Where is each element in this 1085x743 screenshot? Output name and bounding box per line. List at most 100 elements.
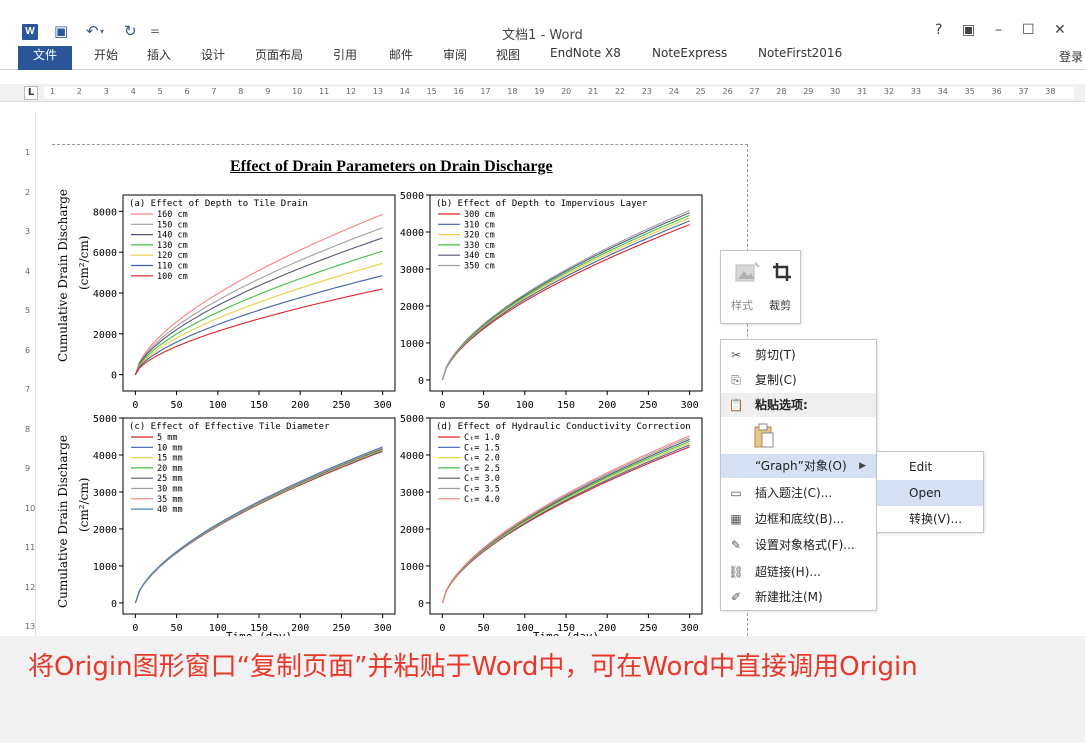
- menu-item-label: 插入题注(C)...: [755, 486, 833, 500]
- ruler-number: 22: [614, 87, 626, 96]
- horizontal-ruler[interactable]: L 1 2 3 4 5 6 7 8 9 10 11 12 13 14 15 16 17 18 19 20 21 22 23 2…: [0, 84, 1085, 102]
- comment-icon: ✐: [730, 590, 742, 604]
- vertical-ruler-number: 2: [25, 187, 31, 197]
- tab-mailings[interactable]: 邮件: [389, 48, 414, 62]
- vertical-ruler-number: 5: [25, 306, 31, 315]
- tab-view[interactable]: 视图: [496, 48, 521, 62]
- ruler-number: 5: [157, 87, 163, 96]
- submenu-item-convert[interactable]: 转换(V)...: [877, 506, 983, 532]
- ruler-number: 26: [722, 87, 733, 96]
- ruler-number: 37: [1018, 87, 1029, 96]
- y-axis-label-top: Cumulative Drain Discharge: [56, 189, 70, 362]
- y-axis-label-bottom: Cumulative Drain Discharge: [56, 435, 70, 608]
- ribbon-display-options-button[interactable]: ▣: [962, 22, 976, 38]
- ruler-number: 13: [372, 87, 383, 96]
- crop-label[interactable]: 裁剪: [769, 299, 791, 312]
- hyperlink-icon: ⛓: [728, 565, 744, 579]
- ruler-number: 27: [749, 87, 760, 96]
- paste-option-keep-source[interactable]: [721, 420, 876, 450]
- submenu-item-edit[interactable]: Edit: [877, 454, 983, 480]
- tab-noteexpress[interactable]: NoteExpress: [652, 46, 728, 60]
- ruler-number: 11: [319, 87, 330, 96]
- vertical-ruler-number: 6: [25, 345, 31, 355]
- crop-icon[interactable]: [771, 261, 793, 283]
- ruler-number: 19: [534, 87, 545, 96]
- ruler-number: 2: [76, 87, 82, 96]
- tab-design[interactable]: 设计: [201, 48, 226, 62]
- menu-item-label: Open: [909, 486, 942, 500]
- tab-home[interactable]: 开始: [94, 48, 119, 62]
- ruler-number: 28: [776, 87, 787, 96]
- ruler-number: 25: [695, 87, 706, 96]
- style-icon[interactable]: [733, 259, 761, 287]
- vertical-ruler-number: 1: [25, 148, 31, 157]
- menu-item-cut[interactable]: ✂ 剪切(T): [721, 343, 876, 367]
- tab-endnote[interactable]: EndNote X8: [550, 46, 621, 60]
- customize-quick-access-icon[interactable]: =: [150, 24, 161, 38]
- ruler-number: 4: [130, 87, 136, 96]
- copy-icon: ⎘: [731, 373, 741, 387]
- close-button[interactable]: ✕: [1054, 22, 1066, 38]
- menu-item-borders-shading[interactable]: ▦ 边框和底纹(B)...: [721, 507, 876, 531]
- tab-file[interactable]: 文件: [18, 46, 72, 70]
- ruler-strip[interactable]: 1 2 3 4 5 6 7 8 9 10 11 12 13 14 15 16 17 18 19 20 21 22 23 24 2…: [44, 87, 1074, 99]
- ruler-number: 1: [50, 87, 56, 96]
- menu-item-label: 超链接(H)...: [755, 565, 821, 579]
- tab-review[interactable]: 审阅: [443, 48, 468, 62]
- ruler-number: 32: [883, 87, 895, 96]
- scissors-icon: ✂: [730, 348, 742, 362]
- menu-item-new-comment[interactable]: ✐ 新建批注(M): [721, 585, 876, 609]
- submenu-item-open[interactable]: Open: [877, 480, 983, 506]
- embedded-graph-selection-frame[interactable]: [52, 144, 748, 636]
- redo-icon[interactable]: ↻: [124, 22, 137, 40]
- ruler-number: 29: [803, 87, 814, 96]
- ruler-number: 24: [668, 87, 679, 96]
- menu-item-format-object[interactable]: ✎ 设置对象格式(F)...: [721, 533, 876, 557]
- ruler-number: 12: [345, 87, 357, 96]
- tab-selector[interactable]: L: [24, 86, 38, 100]
- menu-item-copy[interactable]: ⎘ 复制(C): [721, 368, 876, 392]
- ruler-number: 3: [103, 87, 109, 96]
- ruler-number: 35: [964, 87, 975, 96]
- ruler-number: 8: [238, 87, 244, 96]
- tab-insert[interactable]: 插入: [147, 48, 172, 62]
- menu-item-label: 设置对象格式(F)...: [755, 538, 855, 552]
- tab-notefirst[interactable]: NoteFirst2016: [758, 46, 843, 60]
- help-button[interactable]: ?: [935, 22, 943, 38]
- menu-item-label: “Graph”对象(O): [755, 459, 847, 473]
- caption-icon: ▭: [730, 486, 742, 500]
- ruler-number: 20: [561, 87, 572, 96]
- word-app-icon[interactable]: W: [22, 24, 38, 40]
- caption-text: 将Origin图形窗口“复制页面”并粘贴于Word中，可在Word中直接调用Or…: [28, 652, 918, 682]
- tab-references[interactable]: 引用: [333, 48, 358, 62]
- menu-header-paste-options: 📋 粘贴选项:: [721, 393, 876, 417]
- tab-page-layout[interactable]: 页面布局: [255, 48, 304, 62]
- vertical-ruler-number: 4: [25, 266, 31, 276]
- ruler-number: 30: [830, 87, 841, 96]
- undo-icon[interactable]: ↶: [86, 22, 99, 40]
- menu-item-label: 复制(C): [755, 373, 797, 387]
- paste-clipboard-icon[interactable]: [753, 423, 775, 449]
- graph-object-submenu: Edit Open 转换(V)...: [876, 451, 984, 533]
- menu-item-insert-caption[interactable]: ▭ 插入题注(C)...: [721, 481, 876, 505]
- title-bar: W ▣ ↶ ▾ ↻ = 文档1 - Word ? ▣ – ☐ ✕: [0, 0, 1085, 44]
- mini-toolbar: 样式 裁剪: [720, 250, 801, 324]
- submenu-arrow-icon: ▶: [859, 461, 866, 471]
- minimize-button[interactable]: –: [995, 22, 1002, 38]
- ruler-number: 16: [453, 87, 464, 96]
- vertical-ruler-number: 10: [25, 503, 36, 513]
- undo-dropdown-icon[interactable]: ▾: [100, 27, 105, 36]
- menu-item-hyperlink[interactable]: ⛓ 超链接(H)...: [721, 560, 876, 584]
- ruler-number: 21: [588, 87, 599, 96]
- menu-item-graph-object[interactable]: “Graph”对象(O) ▶: [721, 454, 876, 478]
- maximize-button[interactable]: ☐: [1022, 22, 1035, 38]
- vertical-ruler-number: 12: [25, 582, 36, 592]
- ruler-number: 31: [857, 87, 868, 96]
- ruler-number: 14: [399, 87, 410, 96]
- sign-in-link[interactable]: 登录: [1058, 50, 1083, 64]
- ruler-number: 15: [426, 87, 437, 96]
- ribbon-tabs: 文件 开始 插入 设计 页面布局 引用 邮件 审阅 视图 EndNote X8 …: [0, 46, 1085, 70]
- save-icon[interactable]: ▣: [54, 22, 69, 40]
- vertical-ruler[interactable]: 1 2 3 4 5 6 7 8 9 10 11 12 13: [22, 112, 36, 636]
- style-label[interactable]: 样式: [731, 299, 753, 312]
